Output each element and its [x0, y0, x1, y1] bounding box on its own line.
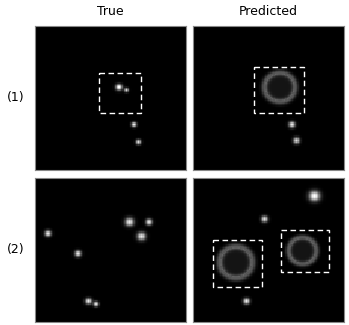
Bar — [254, 67, 304, 113]
Bar — [213, 240, 261, 287]
Text: (2): (2) — [7, 243, 24, 256]
Text: Predicted: Predicted — [239, 5, 298, 18]
Text: (1): (1) — [7, 91, 24, 104]
Bar — [281, 230, 329, 272]
Bar — [99, 73, 141, 113]
Text: True: True — [97, 5, 124, 18]
